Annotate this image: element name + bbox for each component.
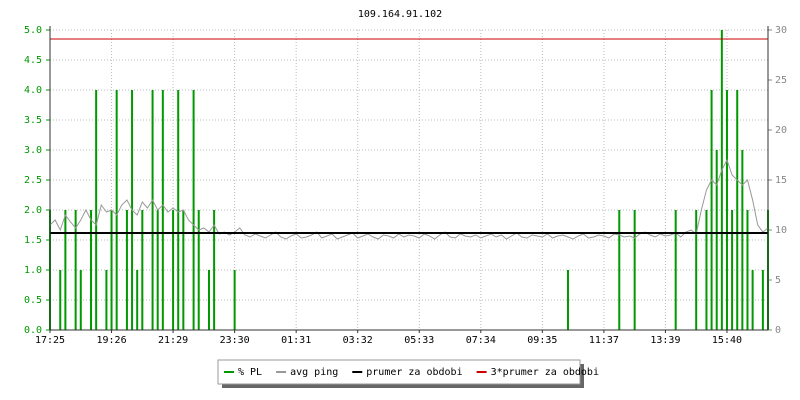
x-tick-label: 19:26 <box>96 335 126 346</box>
pl-bar <box>207 270 210 330</box>
x-tick-label: 05:33 <box>404 335 434 346</box>
legend-label: % PL <box>238 367 262 378</box>
y-tick-label: 5.0 <box>24 25 42 36</box>
pl-bar <box>695 210 698 330</box>
pl-bar <box>725 90 728 330</box>
y-tick-label: 0.5 <box>24 295 42 306</box>
y-tick-label: 3.0 <box>24 145 42 156</box>
pl-bar <box>710 90 713 330</box>
pl-bar <box>79 270 82 330</box>
y-tick-label: 4.5 <box>24 55 42 66</box>
y2-tick-label: 15 <box>775 175 787 186</box>
pl-bar <box>674 210 677 330</box>
pl-bar <box>151 90 154 330</box>
pl-bar <box>705 210 708 330</box>
pl-bar <box>618 210 621 330</box>
x-tick-label: 09:35 <box>527 335 557 346</box>
y2-tick-label: 25 <box>775 75 787 86</box>
pl-bar <box>633 210 636 330</box>
pl-bar <box>213 210 216 330</box>
pl-bar <box>731 210 734 330</box>
pl-bar <box>95 90 98 330</box>
pl-bar <box>136 270 139 330</box>
legend-label: prumer za obdobi <box>366 367 462 378</box>
y2-tick-label: 10 <box>775 225 787 236</box>
pl-bar <box>74 210 77 330</box>
x-tick-label: 07:34 <box>466 335 496 346</box>
y-tick-label: 2.5 <box>24 175 42 186</box>
pl-bar <box>172 210 175 330</box>
y-tick-label: 2.0 <box>24 205 42 216</box>
pl-bar <box>566 270 569 330</box>
pl-bar <box>736 90 739 330</box>
pl-bar <box>182 210 185 330</box>
x-tick-label: 11:37 <box>589 335 619 346</box>
pl-bar <box>115 90 118 330</box>
y2-tick-label: 30 <box>775 25 787 36</box>
y-tick-label: 0.0 <box>24 325 42 336</box>
pl-bar <box>141 210 144 330</box>
pl-bar <box>746 210 749 330</box>
pl-bar <box>197 210 200 330</box>
x-tick-label: 21:29 <box>158 335 188 346</box>
y-tick-label: 1.5 <box>24 235 42 246</box>
pl-bar <box>161 90 164 330</box>
pl-bar <box>233 270 236 330</box>
pl-bar <box>64 210 67 330</box>
chart-title: 109.164.91.102 <box>358 9 442 20</box>
pl-bar <box>720 30 723 330</box>
pl-bar <box>751 270 754 330</box>
pl-bar <box>177 90 180 330</box>
pl-bar <box>59 270 62 330</box>
legend-label: 3*prumer za obdobi <box>491 367 599 378</box>
y2-tick-label: 5 <box>775 275 781 286</box>
x-tick-label: 23:30 <box>220 335 250 346</box>
pl-bar <box>192 90 195 330</box>
y-tick-label: 3.5 <box>24 115 42 126</box>
x-tick-label: 17:25 <box>35 335 65 346</box>
y2-tick-label: 20 <box>775 125 787 136</box>
pl-bar <box>741 150 744 330</box>
legend-label: avg ping <box>290 367 338 378</box>
x-tick-label: 13:39 <box>650 335 680 346</box>
pl-bar <box>125 210 128 330</box>
y-tick-label: 1.0 <box>24 265 42 276</box>
pl-bar <box>90 210 93 330</box>
y2-tick-label: 0 <box>775 325 781 336</box>
pl-bar <box>715 150 718 330</box>
x-tick-label: 03:32 <box>343 335 373 346</box>
x-tick-label: 15:40 <box>712 335 742 346</box>
pl-bar <box>105 270 108 330</box>
pl-bar <box>761 270 764 330</box>
y-tick-label: 4.0 <box>24 85 42 96</box>
pl-bar <box>110 210 113 330</box>
pl-bar <box>156 210 159 330</box>
x-tick-label: 01:31 <box>281 335 311 346</box>
